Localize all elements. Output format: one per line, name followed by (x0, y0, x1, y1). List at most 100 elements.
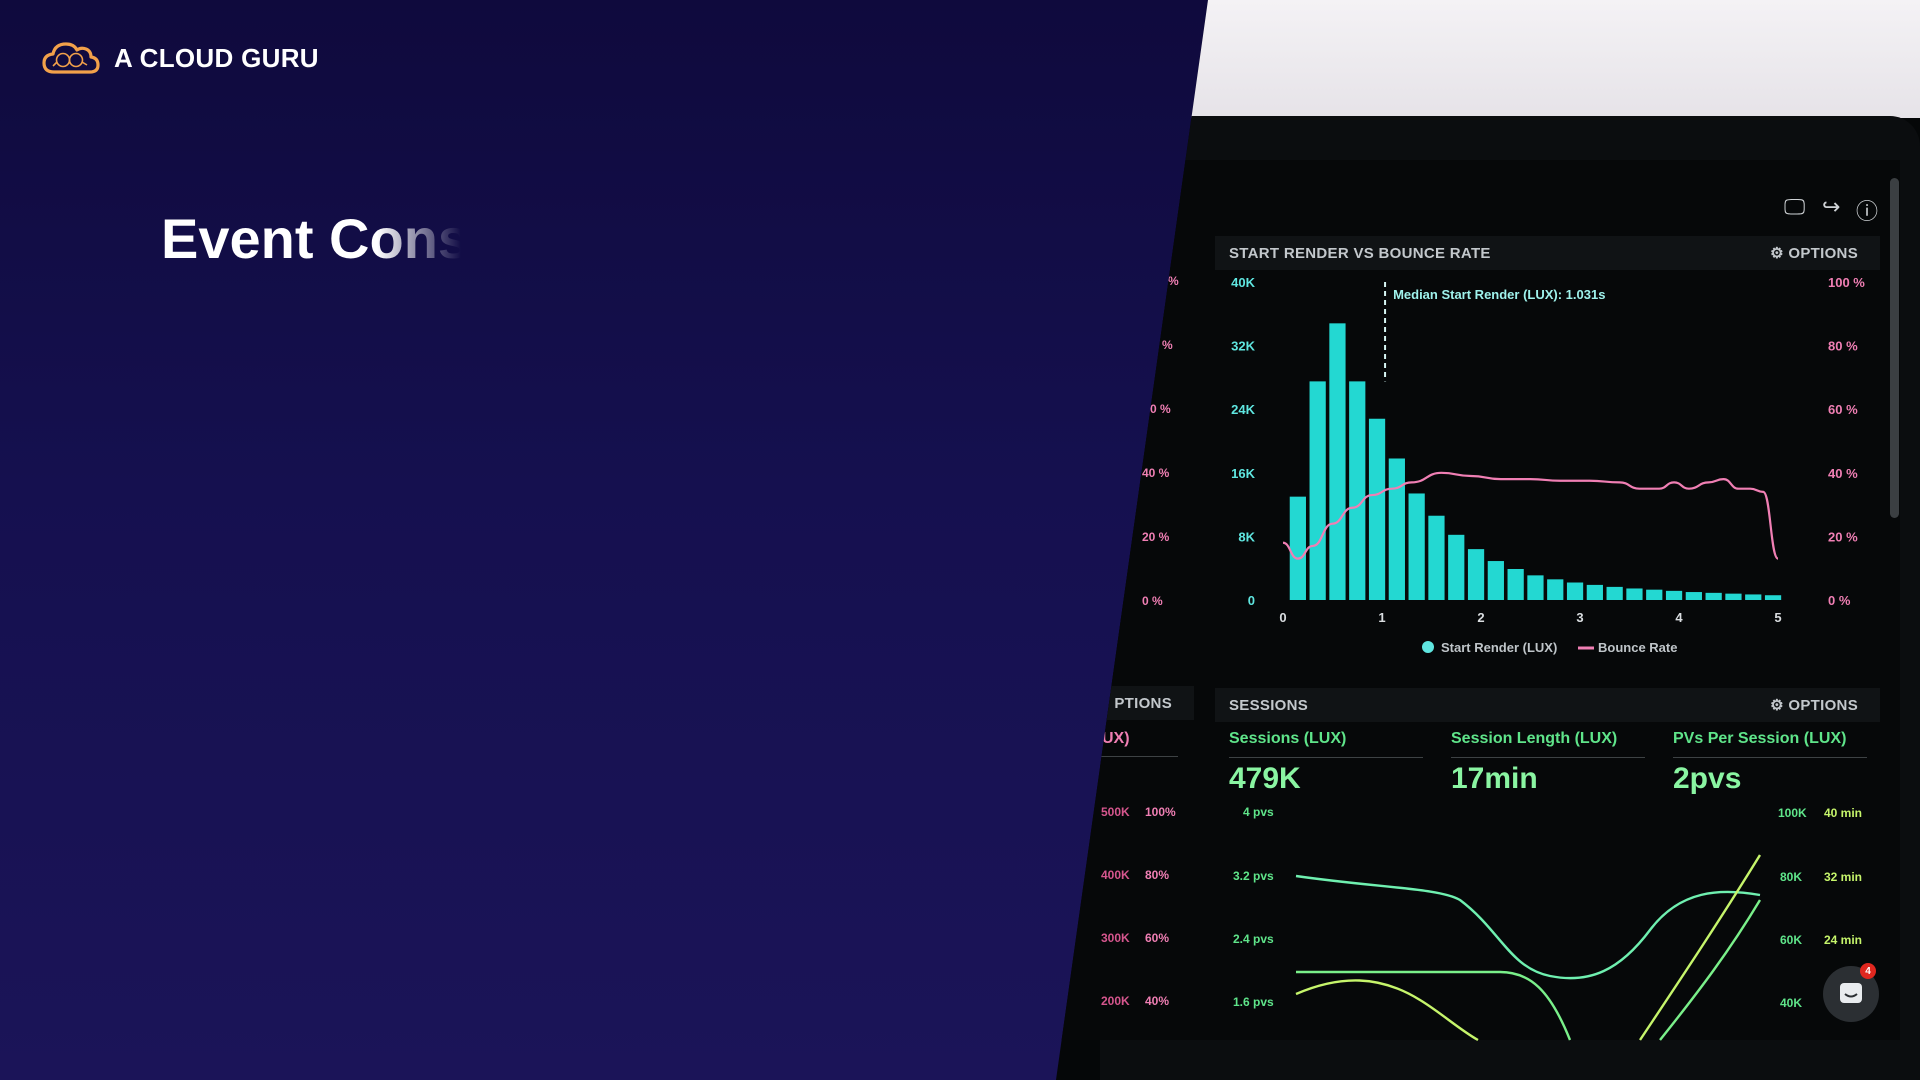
render-options-button[interactable]: ⚙ OPTIONS (1770, 245, 1858, 262)
start-render-bar (1507, 568, 1524, 600)
left-pct-tick: 0 % (1150, 402, 1171, 416)
left-pct-tick: 20 % (1142, 530, 1170, 544)
legend-start-render[interactable]: Start Render (LUX) (1441, 640, 1557, 655)
notification-badge: 4 (1860, 963, 1876, 979)
start-render-bar (1705, 592, 1722, 600)
start-render-bar (1349, 381, 1366, 600)
y-right-tick-label: 60 % (1828, 402, 1858, 417)
left-count-tick: 400K (1101, 868, 1130, 882)
start-render-bar (1646, 589, 1663, 600)
pvs-tick: 3.2 pvs (1233, 869, 1274, 883)
chat-button[interactable] (1823, 966, 1879, 1022)
start-render-bar (1408, 493, 1425, 600)
start-render-bar (1586, 584, 1603, 600)
left-options-button[interactable]: PTIONS (1114, 694, 1172, 712)
monitor-icon[interactable]: 🖵 (1784, 194, 1806, 219)
metric-pvs-label: PVs Per Session (LUX) (1673, 730, 1847, 747)
left-pct-tick: % (1168, 274, 1179, 288)
legend-bounce-rate[interactable]: Bounce Rate (1598, 640, 1677, 655)
background-wall (1100, 0, 1920, 118)
sessions-series-line-right (1659, 899, 1762, 1041)
start-render-bar (1606, 586, 1623, 600)
y-right-tick-label: 80 % (1828, 339, 1858, 354)
start-render-bar (1764, 595, 1782, 600)
bounce-rate-line (1282, 471, 1780, 560)
length-series-line (1295, 979, 1479, 1042)
sessions-panel-header: SESSIONS ⚙ OPTIONS (1215, 688, 1880, 722)
cloud-logo-icon (42, 42, 100, 74)
y-left-tick-label: 0 (1248, 593, 1255, 608)
x-tick-label: 4 (1675, 610, 1683, 625)
gear-icon: ⚙ (1770, 697, 1784, 714)
metric-sessions-label: Sessions (LUX) (1229, 730, 1347, 747)
y-right-tick-label: 100 % (1828, 275, 1865, 290)
pvs-tick: 4 pvs (1243, 805, 1274, 819)
help-icon[interactable]: ⓘ (1856, 199, 1879, 224)
left-pct-tick: % (1162, 338, 1173, 352)
render-panel-title: START RENDER VS BOUNCE RATE (1229, 244, 1491, 262)
count-tick: 80K (1780, 870, 1803, 884)
median-annotation: Median Start Render (LUX): 1.031s (1393, 287, 1605, 302)
left-count-tick: 200K (1101, 994, 1130, 1008)
y-left-tick-label: 40K (1231, 275, 1255, 290)
render-panel-header: START RENDER VS BOUNCE RATE ⚙ OPTIONS (1215, 236, 1880, 270)
start-render-bar (1547, 579, 1564, 600)
start-render-bar (1487, 561, 1504, 600)
start-render-bar (1745, 594, 1762, 600)
start-render-bar (1665, 590, 1683, 600)
start-render-bar (1626, 588, 1643, 600)
start-render-bar (1368, 418, 1386, 600)
left-pct-tick: 0 % (1142, 594, 1163, 608)
metric-underline (1451, 757, 1645, 758)
sessions-series-line (1296, 970, 1572, 1041)
left-count-tick: 300K (1101, 931, 1130, 945)
scrollbar[interactable] (1890, 178, 1899, 518)
x-tick-label: 1 (1378, 610, 1385, 625)
start-render-bar (1527, 575, 1544, 600)
left-pct-tick: 60% (1145, 931, 1170, 945)
metric-underline (1229, 757, 1423, 758)
count-tick: 100K (1778, 806, 1807, 820)
sessions-options-button[interactable]: ⚙ OPTIONS (1770, 697, 1858, 714)
metric-pvs-value: 2pvs (1673, 762, 1742, 795)
brand-logo[interactable]: A CLOUD GURU (40, 38, 319, 78)
left-pct-tick: 80% (1145, 868, 1170, 882)
count-tick: 40K (1780, 996, 1803, 1010)
y-left-tick-label: 8K (1238, 529, 1255, 544)
start-render-bar (1448, 534, 1465, 600)
minutes-tick: 24 min (1824, 933, 1863, 947)
start-render-bar (1685, 592, 1702, 600)
metric-underline (1673, 757, 1867, 758)
left-metric-underline (1100, 756, 1178, 757)
share-icon[interactable]: ↪ (1822, 194, 1841, 219)
y-left-tick-label: 24K (1231, 402, 1255, 417)
y-left-tick-label: 16K (1231, 466, 1255, 481)
left-count-tick: 500K (1101, 805, 1130, 819)
pvs-series-line (1295, 874, 1761, 980)
metric-sessions-value: 479K (1229, 762, 1301, 795)
pvs-tick: 2.4 pvs (1233, 932, 1274, 946)
x-tick-label: 0 (1279, 610, 1286, 625)
y-left-tick-label: 32K (1231, 339, 1255, 354)
legend-dot-start-render (1422, 641, 1434, 653)
start-render-bar (1725, 593, 1742, 600)
y-right-tick-label: 40 % (1828, 466, 1858, 481)
slide-title: Event Cons (161, 207, 461, 270)
start-render-bar (1289, 496, 1306, 600)
x-tick-label: 3 (1576, 610, 1583, 625)
x-tick-label: 2 (1477, 610, 1484, 625)
x-tick-label: 5 (1774, 610, 1781, 625)
metric-session-length-label: Session Length (LUX) (1451, 730, 1618, 747)
start-render-bar (1428, 515, 1445, 600)
count-tick: 60K (1780, 933, 1803, 947)
minutes-tick: 40 min (1824, 806, 1863, 820)
y-right-tick-label: 0 % (1828, 593, 1851, 608)
start-render-bar (1388, 458, 1405, 600)
chat-icon (1840, 983, 1862, 1003)
left-pct-tick: 40 % (1142, 466, 1170, 480)
start-render-bar (1329, 323, 1346, 600)
left-pct-tick: 40% (1145, 994, 1170, 1008)
